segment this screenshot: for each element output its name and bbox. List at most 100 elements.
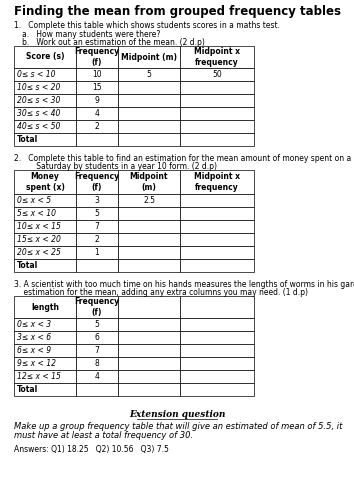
Text: Extension question: Extension question (129, 410, 225, 419)
Text: must have at least a total frequency of 30.: must have at least a total frequency of … (14, 431, 193, 440)
Bar (76, 383, 118, 396)
Text: 7: 7 (95, 222, 99, 231)
Bar (14, 207, 76, 220)
Bar (118, 133, 180, 146)
Bar (76, 194, 118, 207)
Text: Midpoint (m): Midpoint (m) (121, 52, 177, 62)
Bar (118, 357, 180, 370)
Text: 10: 10 (92, 70, 102, 79)
Text: Frequency
(f): Frequency (f) (74, 298, 120, 316)
Text: 6: 6 (95, 333, 99, 342)
Text: 9: 9 (95, 96, 99, 105)
Text: 12≤ x < 15: 12≤ x < 15 (17, 372, 61, 381)
Bar (76, 94, 118, 107)
Text: Make up a group frequency table that will give an estimated of mean of 5.5, it: Make up a group frequency table that wil… (14, 422, 342, 431)
Bar (180, 383, 254, 396)
Bar (118, 318, 180, 331)
Bar (118, 296, 180, 318)
Bar (118, 94, 180, 107)
Text: Score (s): Score (s) (26, 52, 64, 62)
Bar (118, 233, 180, 246)
Text: 5: 5 (95, 320, 99, 329)
Bar (14, 370, 76, 383)
Bar (180, 194, 254, 207)
Bar (14, 194, 76, 207)
Bar (76, 331, 118, 344)
Bar (76, 120, 118, 133)
Bar (118, 207, 180, 220)
Text: 5≤ x < 10: 5≤ x < 10 (17, 209, 56, 218)
Text: b.   Work out an estimation of the mean. (2 d.p): b. Work out an estimation of the mean. (… (22, 38, 205, 47)
Text: 40≤ s < 50: 40≤ s < 50 (17, 122, 61, 131)
Bar (14, 331, 76, 344)
Bar (14, 233, 76, 246)
Text: 10≤ s < 20: 10≤ s < 20 (17, 83, 61, 92)
Text: Frequency
(f): Frequency (f) (74, 172, 120, 192)
Bar (76, 233, 118, 246)
Bar (118, 81, 180, 94)
Bar (14, 357, 76, 370)
Text: Money
spent (x): Money spent (x) (25, 172, 64, 192)
Text: 15≤ x < 20: 15≤ x < 20 (17, 235, 61, 244)
Bar (180, 331, 254, 344)
Text: Total: Total (17, 135, 38, 144)
Text: Midpoint
(m): Midpoint (m) (130, 172, 168, 192)
Text: 5: 5 (95, 209, 99, 218)
Text: 1: 1 (95, 248, 99, 257)
Bar (180, 344, 254, 357)
Bar (76, 344, 118, 357)
Bar (180, 107, 254, 120)
Bar (180, 207, 254, 220)
Bar (14, 170, 76, 194)
Bar (14, 344, 76, 357)
Bar (76, 246, 118, 259)
Bar (76, 81, 118, 94)
Text: length: length (31, 302, 59, 312)
Bar (180, 46, 254, 68)
Bar (118, 344, 180, 357)
Bar (14, 318, 76, 331)
Text: 50: 50 (212, 70, 222, 79)
Text: 8: 8 (95, 359, 99, 368)
Text: Total: Total (17, 261, 38, 270)
Bar (180, 120, 254, 133)
Text: 7: 7 (95, 346, 99, 355)
Text: 3. A scientist with too much time on his hands measures the lengths of worms in : 3. A scientist with too much time on his… (14, 280, 354, 289)
Bar (118, 46, 180, 68)
Text: 0≤ x < 3: 0≤ x < 3 (17, 320, 51, 329)
Bar (76, 296, 118, 318)
Bar (76, 318, 118, 331)
Bar (76, 68, 118, 81)
Bar (14, 220, 76, 233)
Text: 1.   Complete this table which shows students scores in a maths test.: 1. Complete this table which shows stude… (14, 21, 280, 30)
Text: 20≤ s < 30: 20≤ s < 30 (17, 96, 61, 105)
Text: Frequency
(f): Frequency (f) (74, 48, 120, 66)
Text: 5: 5 (147, 70, 152, 79)
Bar (76, 133, 118, 146)
Bar (118, 331, 180, 344)
Bar (180, 357, 254, 370)
Bar (14, 383, 76, 396)
Text: 20≤ x < 25: 20≤ x < 25 (17, 248, 61, 257)
Bar (180, 296, 254, 318)
Bar (180, 318, 254, 331)
Bar (14, 296, 76, 318)
Bar (118, 170, 180, 194)
Text: 4: 4 (95, 109, 99, 118)
Bar (180, 68, 254, 81)
Text: estimation for the mean, adding any extra columns you may need. (1 d.p): estimation for the mean, adding any extr… (14, 288, 308, 297)
Bar (180, 81, 254, 94)
Text: 3: 3 (95, 196, 99, 205)
Bar (14, 120, 76, 133)
Text: 15: 15 (92, 83, 102, 92)
Text: Total: Total (17, 385, 38, 394)
Text: 2.5: 2.5 (143, 196, 155, 205)
Text: a.   How many students were there?: a. How many students were there? (22, 30, 160, 39)
Bar (76, 170, 118, 194)
Bar (180, 220, 254, 233)
Bar (76, 107, 118, 120)
Text: 2: 2 (95, 235, 99, 244)
Bar (118, 246, 180, 259)
Bar (14, 94, 76, 107)
Text: 2.   Complete this table to find an estimation for the mean amount of money spen: 2. Complete this table to find an estima… (14, 154, 351, 163)
